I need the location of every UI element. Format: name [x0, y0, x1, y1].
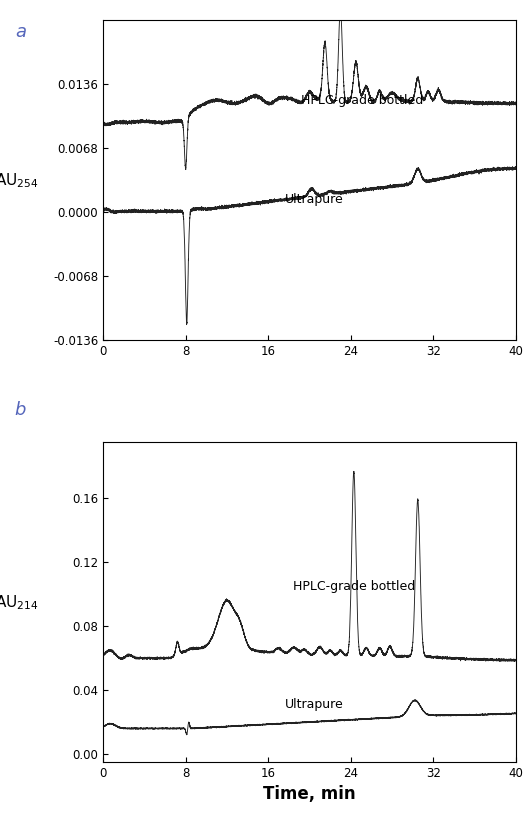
Text: HPLC-grade bottled: HPLC-grade bottled — [293, 579, 415, 593]
Text: AU$_{214}$: AU$_{214}$ — [0, 593, 38, 611]
Text: b: b — [15, 401, 26, 419]
Text: Ultrapure: Ultrapure — [285, 698, 343, 711]
Text: Ultrapure: Ultrapure — [285, 193, 343, 206]
Text: AU$_{254}$: AU$_{254}$ — [0, 171, 38, 190]
Text: HPLC-grade bottled: HPLC-grade bottled — [301, 94, 423, 107]
Text: a: a — [15, 23, 26, 41]
X-axis label: Time, min: Time, min — [263, 786, 356, 804]
